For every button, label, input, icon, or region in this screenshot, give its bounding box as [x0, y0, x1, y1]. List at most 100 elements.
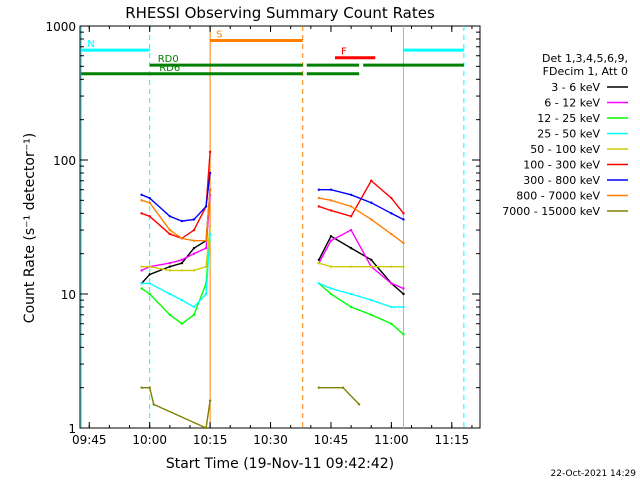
series-line [141, 386, 211, 430]
legend-label: 7000 - 15000 keV [502, 205, 600, 218]
data-point [180, 219, 184, 223]
data-point [148, 201, 151, 204]
series-line [141, 234, 211, 325]
chart-title: RHESSI Observing Summary Count Rates [125, 4, 435, 22]
data-point [140, 282, 143, 285]
series-line [318, 282, 404, 335]
series-line [318, 386, 360, 405]
data-point [390, 232, 393, 236]
data-point [152, 403, 155, 406]
x-tick-label: 09:45 [72, 433, 107, 447]
data-point [402, 241, 405, 245]
data-point [390, 282, 393, 285]
x-tick-label: 10:45 [314, 433, 349, 447]
data-point [370, 298, 373, 302]
y-tick-label: 1 [68, 422, 76, 436]
data-point [204, 205, 208, 208]
data-point [349, 305, 353, 309]
data-point [317, 196, 321, 200]
data-point [208, 171, 212, 175]
data-point [180, 269, 184, 272]
legend-label: 800 - 7000 keV [516, 190, 600, 203]
data-point [204, 426, 208, 430]
data-point [140, 193, 143, 196]
series-4 [140, 225, 405, 272]
series-line [141, 172, 211, 222]
data-point [402, 218, 405, 221]
legend-label: 100 - 300 keV [523, 159, 600, 172]
data-point [180, 322, 184, 325]
series-2 [140, 232, 405, 336]
data-point [390, 305, 393, 309]
data-point [192, 246, 196, 250]
series-line [318, 235, 404, 295]
legend: Det 1,3,4,5,6,9,FDecim 1, Att 0 3 - 6 keV… [502, 52, 628, 218]
data-point [370, 179, 373, 182]
data-point [329, 265, 333, 268]
data-point [148, 265, 151, 268]
data-point [192, 252, 196, 255]
data-point [370, 258, 373, 261]
series-line [141, 151, 211, 240]
data-point [168, 261, 172, 265]
x-tick-label: 11:15 [435, 433, 470, 447]
data-point [329, 239, 333, 242]
data-point [349, 205, 353, 208]
data-point [329, 292, 333, 296]
data-point [148, 386, 151, 389]
x-tick-label: 10:00 [132, 433, 167, 447]
data-point [402, 287, 405, 290]
data-point [402, 292, 405, 296]
series-6 [140, 171, 405, 223]
data-point [204, 265, 208, 268]
data-point [390, 196, 393, 200]
data-point [140, 287, 143, 290]
data-point [192, 218, 196, 221]
flag-label-saa: S [216, 29, 222, 40]
data-point [317, 386, 321, 389]
data-point [140, 199, 143, 202]
data-point [140, 269, 143, 272]
data-point [140, 265, 143, 268]
data-point [349, 292, 353, 296]
data-point [329, 199, 333, 202]
data-point [148, 292, 151, 296]
series-line [141, 226, 211, 272]
data-point [402, 333, 405, 336]
axis-layer: 09:45 10:00 10:15 10:30 10:45 11:00 11:15 1 10 10… [45, 20, 480, 447]
data-point [180, 261, 184, 265]
series-line [141, 189, 211, 242]
data-point [329, 209, 333, 212]
data-point [317, 258, 321, 261]
data-point [390, 265, 393, 268]
data-point [180, 298, 184, 302]
data-point [349, 193, 353, 196]
data-point [349, 228, 353, 232]
series-line [318, 262, 404, 268]
data-point [329, 188, 333, 191]
flag-label-night: N [87, 39, 94, 50]
data-point [168, 265, 172, 268]
legend-label: 3 - 6 keV [551, 81, 600, 94]
y-tick-label: 10 [61, 288, 76, 302]
data-point [148, 215, 151, 218]
data-point [168, 228, 172, 232]
x-tick-label: 10:15 [193, 433, 228, 447]
data-point [140, 212, 143, 215]
data-point [357, 403, 361, 406]
data-point [402, 212, 405, 215]
data-point [204, 292, 208, 296]
series-layer [140, 150, 405, 430]
data-point [402, 265, 405, 268]
legend-label: 50 - 100 keV [530, 143, 600, 156]
data-point [168, 232, 172, 236]
series-line [318, 189, 404, 221]
data-point [317, 261, 321, 265]
data-point [208, 399, 212, 402]
data-point [349, 215, 353, 218]
data-point [168, 292, 172, 296]
y-axis-label: Count Rate (s⁻¹ detector⁻¹) [22, 133, 38, 323]
flag-label-rd6: RD6 [159, 63, 180, 74]
data-point [317, 282, 321, 285]
